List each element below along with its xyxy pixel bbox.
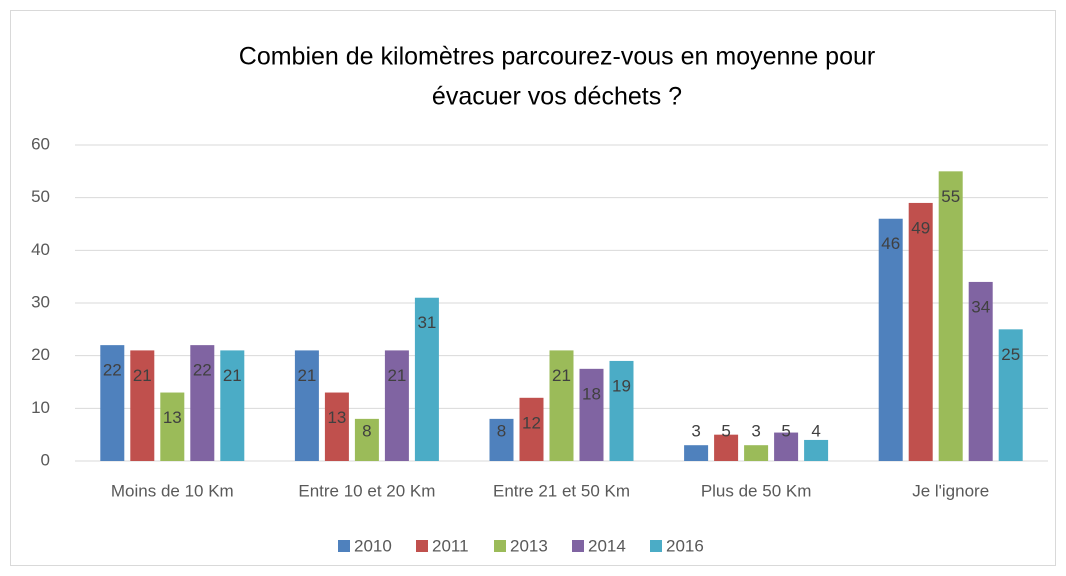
data-label: 12 (522, 413, 541, 432)
bar (489, 418, 514, 461)
data-label: 19 (612, 376, 631, 395)
bar (384, 350, 409, 461)
data-label: 3 (691, 421, 700, 440)
data-label: 46 (881, 234, 900, 253)
x-tick-label: Entre 10 et 20 Km (298, 481, 435, 500)
data-label: 21 (297, 366, 316, 385)
y-tick-label: 30 (31, 292, 50, 311)
legend-swatch (572, 540, 584, 552)
legend-label: 2013 (510, 536, 548, 555)
bar (130, 350, 155, 461)
bar (519, 397, 544, 461)
data-label: 18 (582, 384, 601, 403)
data-label: 31 (417, 313, 436, 332)
data-label: 34 (971, 297, 990, 316)
data-label: 3 (751, 421, 760, 440)
bar (160, 392, 185, 461)
data-label: 21 (552, 366, 571, 385)
data-label: 21 (223, 366, 242, 385)
data-label: 55 (941, 187, 960, 206)
bar (878, 218, 903, 461)
data-label: 8 (497, 421, 506, 440)
legend-label: 2016 (666, 536, 704, 555)
bar (714, 434, 739, 461)
y-tick-label: 60 (31, 134, 50, 153)
bar (579, 368, 604, 461)
bar (549, 350, 574, 461)
legend-label: 2010 (354, 536, 392, 555)
legend-swatch (416, 540, 428, 552)
legend-swatch (494, 540, 506, 552)
chart-title: évacuer vos déchets ? (432, 83, 682, 111)
bar (938, 171, 963, 462)
x-tick-label: Moins de 10 Km (111, 481, 234, 500)
x-tick-label: Entre 21 et 50 Km (493, 481, 630, 500)
x-tick-label: Je l'ignore (912, 481, 989, 500)
bar (294, 350, 319, 461)
data-label: 5 (721, 421, 730, 440)
bar (354, 418, 379, 461)
y-tick-label: 40 (31, 240, 50, 259)
data-label: 22 (193, 361, 212, 380)
legend-label: 2011 (432, 536, 469, 555)
data-label: 22 (103, 361, 122, 380)
bar (220, 350, 245, 461)
data-label: 8 (362, 421, 371, 440)
bar (744, 445, 769, 461)
legend-label: 2014 (588, 536, 626, 555)
bar (804, 439, 829, 461)
bar (100, 345, 125, 461)
chart-title: Combien de kilomètres parcourez-vous en … (239, 43, 875, 71)
y-tick-label: 10 (31, 398, 50, 417)
bar (324, 392, 349, 461)
data-label: 49 (911, 218, 930, 237)
bar (190, 345, 215, 461)
bar (609, 360, 634, 461)
data-label: 21 (133, 366, 152, 385)
y-tick-label: 50 (31, 187, 50, 206)
legend-swatch (650, 540, 662, 552)
bar (998, 329, 1023, 461)
data-label: 25 (1001, 345, 1020, 364)
data-label: 21 (387, 366, 406, 385)
bar (684, 445, 709, 461)
y-tick-label: 0 (41, 450, 50, 469)
bar (414, 297, 439, 461)
legend-swatch (338, 540, 350, 552)
data-label: 13 (163, 408, 182, 427)
bar (968, 281, 993, 461)
data-label: 5 (781, 421, 790, 440)
x-tick-label: Plus de 50 Km (701, 481, 812, 500)
bar (908, 202, 933, 461)
y-tick-label: 20 (31, 345, 50, 364)
data-label: 4 (811, 421, 820, 440)
bar (774, 432, 799, 461)
data-label: 13 (327, 408, 346, 427)
